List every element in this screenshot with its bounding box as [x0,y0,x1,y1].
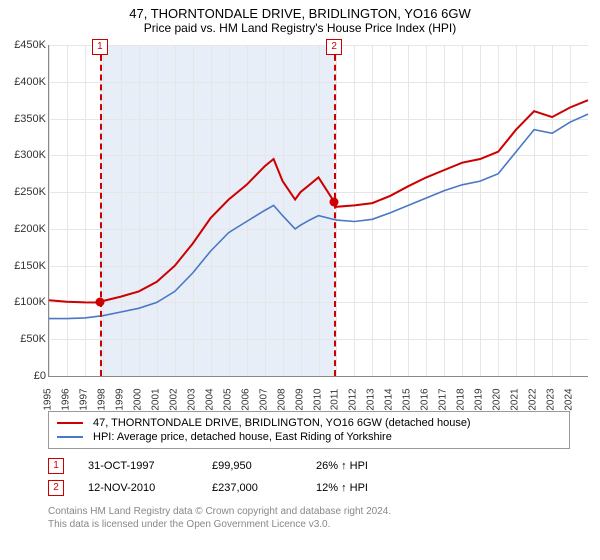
x-tick-label: 2013 [366,386,377,414]
transaction-row: 1 31-OCT-1997 £99,950 26% ↑ HPI [48,455,570,477]
footnote-line: Contains HM Land Registry data © Crown c… [48,505,570,518]
x-tick-label: 2020 [492,386,503,414]
transaction-row: 2 12-NOV-2010 £237,000 12% ↑ HPI [48,477,570,499]
marker-line [100,45,102,376]
y-tick-label: £450K [0,39,46,51]
x-tick-label: 2009 [294,386,305,414]
marker-dot [330,197,339,206]
x-tick-label: 2010 [312,386,323,414]
y-tick-label: £100K [0,296,46,308]
x-tick-label: 2000 [132,386,143,414]
y-tick-label: £150K [0,260,46,272]
transaction-badge: 1 [48,458,64,474]
transaction-price: £99,950 [212,460,292,472]
x-tick-label: 2018 [456,386,467,414]
transaction-date: 31-OCT-1997 [88,460,188,472]
y-tick-label: £350K [0,113,46,125]
footnote: Contains HM Land Registry data © Crown c… [48,505,570,531]
x-tick-label: 2022 [528,386,539,414]
legend-row: HPI: Average price, detached house, East… [57,430,561,444]
transactions-table: 1 31-OCT-1997 £99,950 26% ↑ HPI 2 12-NOV-2010… [48,455,570,499]
transaction-delta: 26% ↑ HPI [316,460,406,472]
x-tick-label: 1997 [78,386,89,414]
series-line [49,114,588,319]
x-tick-label: 2021 [510,386,521,414]
x-tick-label: 1998 [96,386,107,414]
title-block: 47, THORNTONDALE DRIVE, BRIDLINGTON, YO1… [0,0,600,37]
x-tick-label: 2017 [438,386,449,414]
y-tick-label: £300K [0,149,46,161]
chart-title: 47, THORNTONDALE DRIVE, BRIDLINGTON, YO1… [0,6,600,21]
chart-area: £0£50K£100K£150K£200K£250K£300K£350K£400… [0,37,600,407]
transaction-badge: 2 [48,480,64,496]
x-tick-label: 2016 [420,386,431,414]
marker-dot [95,298,104,307]
x-tick-label: 1999 [114,386,125,414]
x-tick-label: 2011 [330,386,341,414]
series-line [49,100,588,302]
x-tick-label: 2024 [564,386,575,414]
x-tick-label: 2008 [276,386,287,414]
x-tick-label: 2003 [186,386,197,414]
x-tick-label: 1996 [60,386,71,414]
y-tick-label: £200K [0,223,46,235]
x-tick-label: 2012 [348,386,359,414]
transaction-price: £237,000 [212,482,292,494]
x-tick-label: 2019 [474,386,485,414]
y-tick-label: £400K [0,76,46,88]
y-tick-label: £250K [0,186,46,198]
x-tick-label: 2023 [546,386,557,414]
chart-subtitle: Price paid vs. HM Land Registry's House … [0,21,600,35]
transaction-date: 12-NOV-2010 [88,482,188,494]
legend-row: 47, THORNTONDALE DRIVE, BRIDLINGTON, YO1… [57,416,561,430]
legend-swatch [57,436,83,438]
x-tick-label: 2014 [384,386,395,414]
transaction-delta: 12% ↑ HPI [316,482,406,494]
line-series-svg [49,45,588,376]
legend-swatch [57,422,83,424]
x-tick-label: 2005 [222,386,233,414]
x-tick-label: 2002 [168,386,179,414]
legend-label: HPI: Average price, detached house, East… [93,431,392,443]
x-tick-label: 2007 [258,386,269,414]
x-tick-label: 2015 [402,386,413,414]
chart-container: 47, THORNTONDALE DRIVE, BRIDLINGTON, YO1… [0,0,600,560]
footnote-line: This data is licensed under the Open Gov… [48,518,570,531]
legend-label: 47, THORNTONDALE DRIVE, BRIDLINGTON, YO1… [93,417,471,429]
x-tick-label: 2004 [204,386,215,414]
legend: 47, THORNTONDALE DRIVE, BRIDLINGTON, YO1… [48,411,570,449]
x-tick-label: 2006 [240,386,251,414]
marker-badge: 1 [92,39,108,55]
x-tick-label: 1995 [43,386,54,414]
y-tick-label: £50K [0,333,46,345]
plot-region: 12 [48,45,588,377]
marker-line [334,45,336,376]
marker-badge: 2 [326,39,342,55]
x-tick-label: 2001 [150,386,161,414]
x-axis-ticks: 1995199619971998199920002001200220032004… [0,379,600,407]
